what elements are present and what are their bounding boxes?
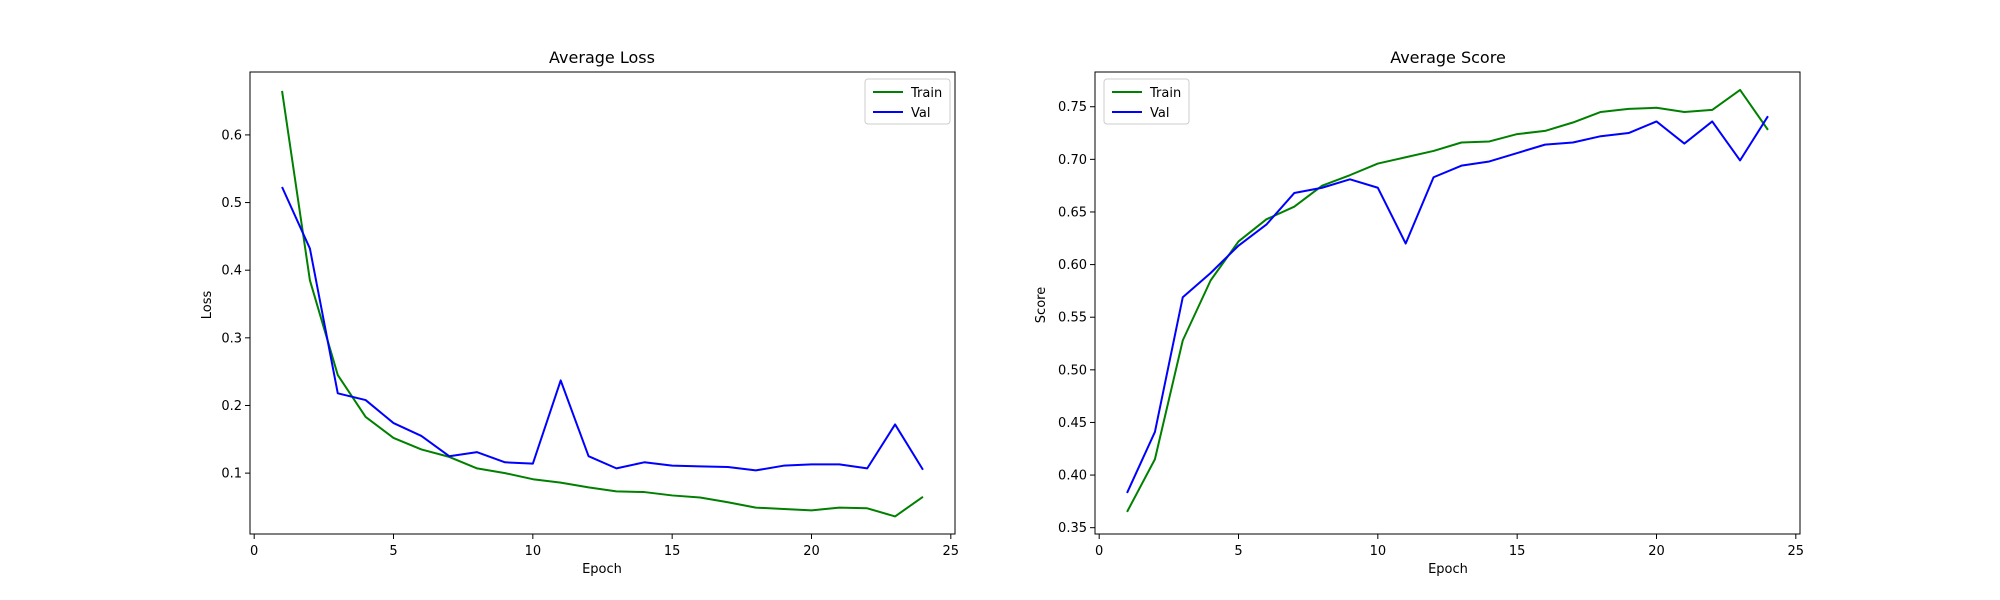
score-y-tick-label: 0.60 [1058,258,1087,273]
score-x-tick-label: 25 [1788,544,1805,559]
loss-y-tick-label: 0.2 [221,399,242,414]
score-x-tick-label: 5 [1234,544,1242,559]
score-legend-label-val: Val [1150,106,1169,121]
score-chart-ylabel: Score [1034,287,1049,323]
loss-plot-frame [249,71,956,535]
loss-chart-xlabel: Epoch [582,562,622,577]
loss-legend-label-val: Val [911,106,930,121]
score-x-tick-label: 10 [1370,544,1387,559]
loss-chart-title: Average Loss [549,48,655,67]
score-chart-title: Average Score [1390,48,1506,67]
loss-y-tick-label: 0.3 [221,331,242,346]
loss-x-tick-label: 10 [525,544,542,559]
score-y-tick-label: 0.75 [1058,100,1087,115]
loss-x-tick-label: 15 [664,544,681,559]
loss-y-tick-label: 0.6 [221,128,242,143]
score-chart: Average Score Epoch Score 0 5 10 15 20 25 0.35… [1034,48,1804,577]
loss-x-tick-label: 0 [250,544,258,559]
score-plot-frame [1094,71,1801,535]
loss-legend-label-train: Train [910,86,942,101]
loss-y-tick-label: 0.1 [221,467,242,482]
loss-series-train-line [281,90,924,518]
loss-y-tick-label: 0.5 [221,196,242,211]
score-y-tick-label: 0.70 [1058,153,1087,168]
score-y-tick-label: 0.55 [1058,311,1087,326]
loss-chart-ylabel: Loss [200,291,215,320]
loss-chart: Average Loss Epoch Loss 0 5 10 15 20 25 0.1 0.2… [200,48,959,577]
loss-x-tick-label: 5 [389,544,397,559]
score-x-tick-label: 15 [1509,544,1526,559]
score-y-tick-label: 0.65 [1058,205,1087,220]
score-chart-xlabel: Epoch [1428,562,1468,577]
loss-series-val-line [281,186,924,472]
loss-x-tick-label: 20 [803,544,820,559]
score-series-train-line [1126,88,1769,513]
score-series-val-line [1126,115,1769,494]
loss-y-tick-label: 0.4 [221,264,242,279]
score-y-tick-label: 0.50 [1058,363,1087,378]
score-y-tick-label: 0.45 [1058,416,1087,431]
loss-x-tick-label: 25 [943,544,960,559]
score-y-tick-label: 0.35 [1058,521,1087,536]
score-legend-label-train: Train [1149,86,1181,101]
score-y-tick-label: 0.40 [1058,469,1087,484]
score-x-tick-label: 0 [1095,544,1103,559]
score-x-tick-label: 20 [1648,544,1665,559]
